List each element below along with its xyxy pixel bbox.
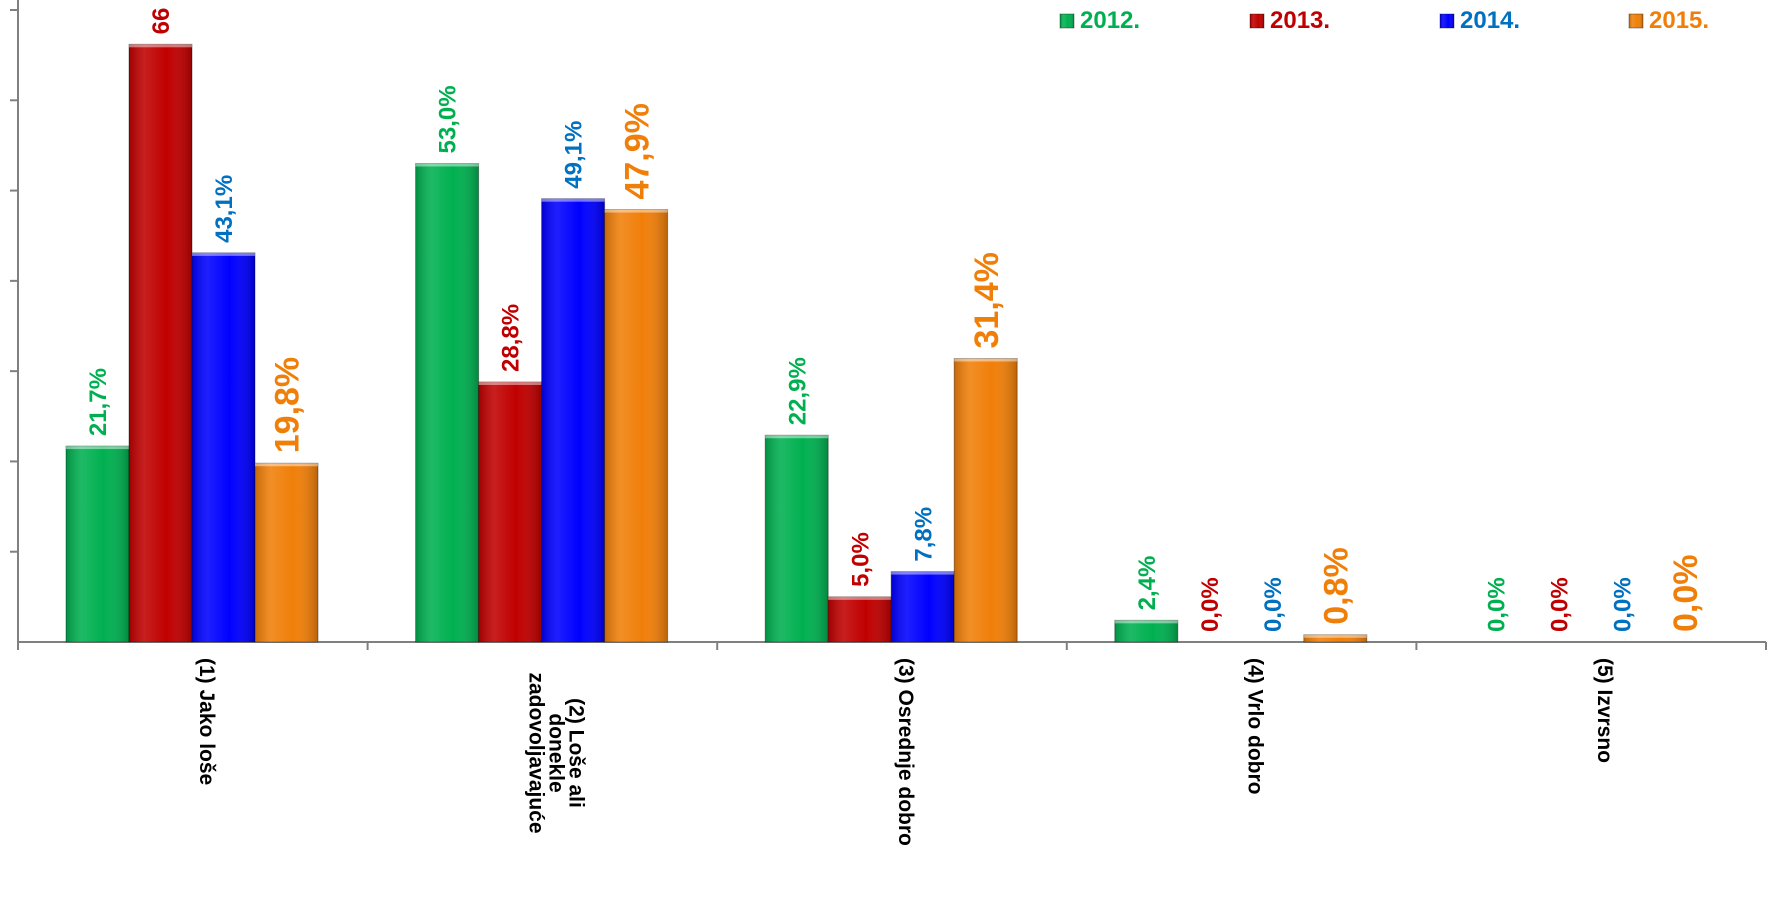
bar-highlight (765, 435, 829, 439)
legend-label: 2013. (1270, 7, 1330, 34)
category-label: (4) Vrlo dobro (1244, 658, 1267, 795)
bar-highlight (604, 209, 668, 213)
value-label: 28,8% (498, 304, 525, 372)
category-label: donekle (544, 713, 567, 792)
value-label: 53,0% (435, 85, 462, 153)
value-label: 47,9% (618, 103, 656, 199)
value-label: 0,8% (1318, 547, 1356, 625)
legend-swatch-shading (1060, 14, 1074, 28)
value-label: 2,4% (1134, 556, 1161, 611)
bar-highlight (478, 381, 542, 385)
value-label: 31,4% (968, 252, 1006, 348)
bar-highlight (828, 596, 892, 600)
bar-shading (66, 446, 129, 642)
bar-shading (604, 209, 668, 642)
value-label: 5,0% (847, 532, 874, 587)
bar-shading (129, 44, 192, 642)
bar-shading (891, 571, 955, 642)
value-label: 19,8% (269, 357, 307, 453)
bar-highlight (415, 163, 479, 167)
legend: 2012. 2013. 2014. 2015. (1059, 7, 1709, 34)
value-label: 43,1% (211, 175, 238, 243)
bar-highlight (541, 198, 605, 202)
category-label: (2) Loše ali (564, 698, 587, 808)
category-label: (5) Izvrsno (1593, 658, 1616, 763)
bar-shading (1114, 620, 1178, 642)
value-label: 0,0% (1667, 555, 1705, 633)
value-label: 66 (148, 8, 175, 35)
value-label: 0,0% (1260, 577, 1287, 632)
category-label: zadovoljavajuće (524, 672, 547, 833)
bar-shading (828, 596, 892, 642)
value-label: 49,1% (561, 121, 588, 189)
legend-swatch-shading (1250, 14, 1264, 28)
bar-highlight (1303, 634, 1367, 638)
bar-highlight (192, 252, 255, 256)
value-label: 0,0% (1484, 577, 1511, 632)
bar-shading (478, 381, 542, 642)
bar-shading (192, 252, 255, 642)
category-label: (1) Jako loše (195, 658, 218, 785)
bar-shading (954, 358, 1018, 642)
category-label: (3) Osrednje dobro (894, 658, 917, 846)
bar-highlight (1114, 620, 1178, 624)
value-label: 7,8% (910, 507, 937, 562)
value-label: 0,0% (1547, 577, 1574, 632)
value-label: 22,9% (784, 357, 811, 425)
value-label: 0,0% (1610, 577, 1637, 632)
bar-shading (255, 463, 318, 642)
value-labels: 21,7% 53,0% 22,9% 2,4% 0,0% 66 28,8% 5,0% 0,0% 0,… (85, 8, 1705, 632)
bar-shading (415, 163, 479, 642)
legend-swatch-shading (1629, 14, 1643, 28)
legend-label: 2014. (1460, 7, 1520, 34)
category-labels: (1) Jako loše (2) Loše alidoneklezadovolj… (195, 658, 1616, 846)
bar-highlight (891, 571, 955, 575)
value-label: 21,7% (85, 368, 112, 436)
bar-highlight (255, 463, 318, 467)
bar-highlight (129, 44, 192, 48)
legend-label: 2012. (1080, 7, 1140, 34)
bar-shading (1303, 634, 1367, 642)
bar-shading (765, 435, 829, 642)
legend-swatch-shading (1440, 14, 1454, 28)
bar-highlight (954, 358, 1018, 362)
bars (65, 43, 1368, 643)
value-label: 0,0% (1197, 577, 1224, 632)
bar-highlight (66, 446, 129, 450)
legend-label: 2015. (1649, 7, 1709, 34)
bar-shading (541, 198, 605, 642)
